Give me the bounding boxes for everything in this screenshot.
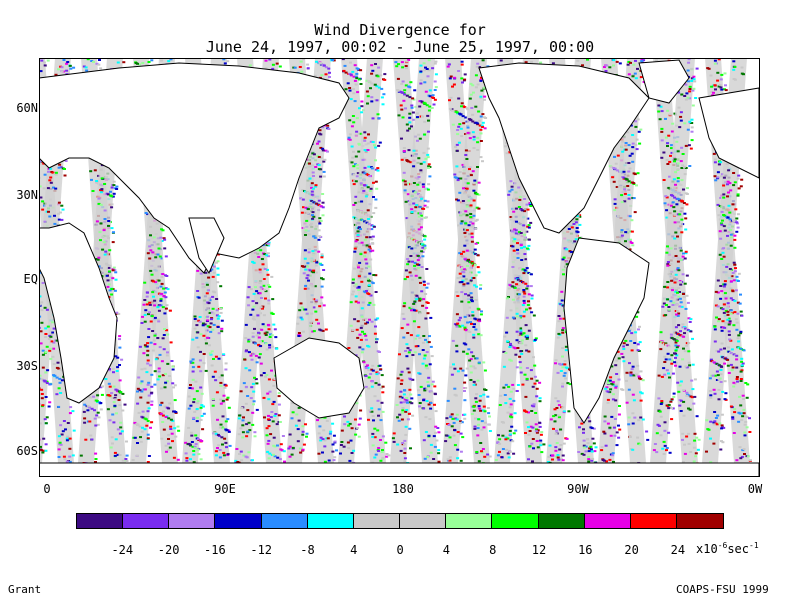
colorbar-swatch <box>261 514 308 528</box>
colorbar-tick-label: 16 <box>578 543 593 557</box>
colorbar-swatch <box>630 514 678 528</box>
lat-label-30s: 30S <box>16 359 38 373</box>
colorbar-tick-label: 0 <box>396 543 404 557</box>
colorbar-tick-label: -16 <box>204 543 226 557</box>
map-border <box>39 58 760 477</box>
colorbar-swatch <box>77 514 124 528</box>
colorbar-swatch <box>584 514 631 528</box>
colorbar-swatch <box>400 514 447 528</box>
colorbar <box>76 513 725 529</box>
colorbar-swatch <box>677 514 724 528</box>
title-line-1: Wind Divergence for <box>314 21 486 39</box>
colorbar-tick-label: -8 <box>300 543 315 557</box>
colorbar-swatch <box>123 514 170 528</box>
lat-label-60n: 60N <box>16 101 38 115</box>
lon-label-90w: 90W <box>567 482 589 496</box>
colorbar-swatch <box>307 514 354 528</box>
colorbar-swatch <box>446 514 493 528</box>
lon-label-90e: 90E <box>214 482 236 496</box>
title-line-2: June 24, 1997, 00:02 - June 25, 1997, 00… <box>205 38 595 56</box>
colorbar-swatch <box>169 514 216 528</box>
colorbar-tick-label: 8 <box>489 543 497 557</box>
colorbar-tick-label: 4 <box>350 543 358 557</box>
lat-label-60s: 60S <box>16 444 38 458</box>
colorbar-tick-label: -12 <box>250 543 273 557</box>
colorbar-swatch <box>215 514 262 528</box>
colorbar-tick-label: 12 <box>531 543 547 557</box>
colorbar-tick-label: 20 <box>624 543 639 557</box>
colorbar-swatch <box>538 514 585 528</box>
wind-divergence-map <box>39 58 760 477</box>
continent-outlines <box>39 59 760 477</box>
colorbar-swatch <box>492 514 539 528</box>
colorbar-swatch <box>353 514 401 528</box>
colorbar-tick-label: -20 <box>157 543 180 557</box>
lon-label-180: 180 <box>392 482 414 496</box>
lon-label-0w: 0W <box>747 482 763 496</box>
colorbar-unit: x10-6sec-1 <box>696 541 759 556</box>
footer-credit: COAPS-FSU 1999 <box>676 583 769 596</box>
colorbar-tick-label: 24 <box>670 543 686 557</box>
colorbar-tick-label: -24 <box>111 543 134 557</box>
lat-label-30n: 30N <box>16 188 38 202</box>
footer-author: Grant <box>8 583 42 596</box>
colorbar-tick-label: 4 <box>442 543 450 557</box>
lon-label-0: 0 <box>43 482 51 496</box>
lat-label-eq: EQ <box>23 272 38 286</box>
